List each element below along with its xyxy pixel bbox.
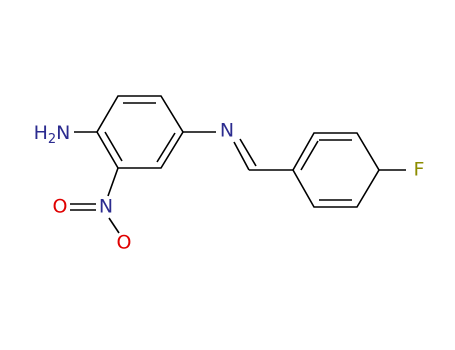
double-bond: [156, 132, 176, 163]
double-bond: [300, 140, 319, 171]
bonds: [70, 95, 406, 234]
atom-label: H: [34, 122, 48, 144]
double-bond: [104, 131, 123, 162]
atom-label: N: [220, 120, 234, 142]
atom-label: O: [53, 196, 68, 218]
atom-label: O: [117, 232, 132, 254]
atom-label: N: [99, 196, 113, 218]
atom-label: F: [414, 159, 425, 181]
amine-label: H2N: [34, 122, 71, 147]
ring: [292, 132, 380, 208]
double-bond: [239, 138, 257, 167]
ring: [96, 95, 184, 169]
double-bond: [233, 141, 250, 171]
bond: [107, 167, 119, 197]
subscript: 2: [48, 132, 56, 147]
atom-label: N: [56, 122, 70, 144]
bond: [108, 217, 120, 234]
